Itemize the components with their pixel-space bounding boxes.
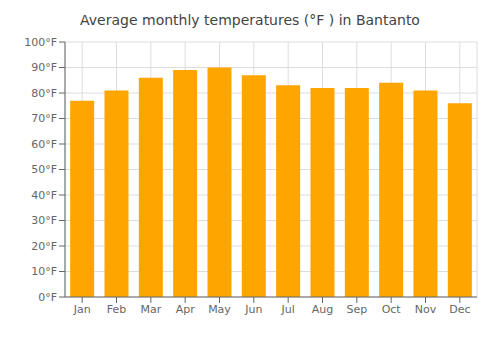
svg-text:40°F: 40°F <box>31 189 57 202</box>
svg-text:80°F: 80°F <box>31 87 57 100</box>
svg-text:30°F: 30°F <box>31 214 57 227</box>
svg-text:Jul: Jul <box>281 303 295 316</box>
svg-text:May: May <box>208 303 231 316</box>
html-text:Average monthly temperatures (: Average monthly temperatures (°F ) in Ba… <box>80 12 420 28</box>
svg-text:60°F: 60°F <box>31 138 57 151</box>
svg-text:10°F: 10°F <box>31 265 57 278</box>
svg-text:Jan: Jan <box>73 303 91 316</box>
svg-text:Dec: Dec <box>449 303 470 316</box>
svg-text:20°F: 20°F <box>31 240 57 253</box>
svg-text:Jun: Jun <box>244 303 262 316</box>
svg-text:70°F: 70°F <box>31 112 57 125</box>
svg-text:90°F: 90°F <box>31 61 57 74</box>
svg-text:50°F: 50°F <box>31 163 57 176</box>
svg-text:Feb: Feb <box>107 303 126 316</box>
svg-text:Aug: Aug <box>312 303 333 316</box>
svg-text:Apr: Apr <box>176 303 196 316</box>
svg-text:Nov: Nov <box>415 303 437 316</box>
svg-text:Mar: Mar <box>140 303 161 316</box>
svg-text:100°F: 100°F <box>24 36 57 49</box>
svg-text:0°F: 0°F <box>38 291 57 304</box>
svg-text:Oct: Oct <box>382 303 402 316</box>
svg-text:Sep: Sep <box>346 303 367 316</box>
